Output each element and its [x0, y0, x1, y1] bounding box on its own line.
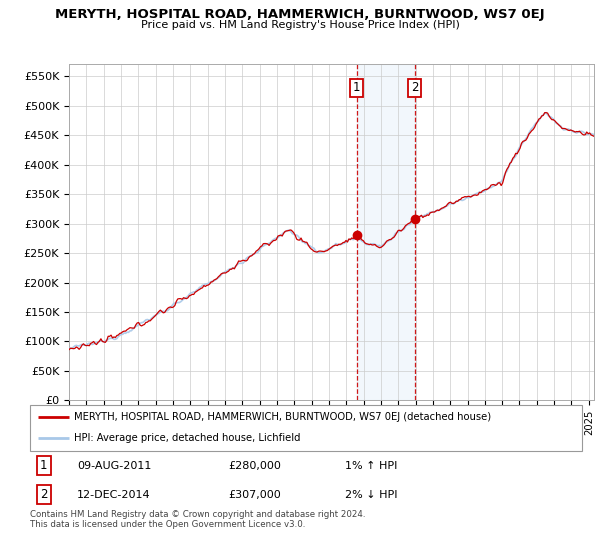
Text: £280,000: £280,000 [229, 461, 281, 471]
Text: 12-DEC-2014: 12-DEC-2014 [77, 489, 151, 500]
Bar [356, 64, 415, 400]
Text: 1: 1 [40, 459, 47, 472]
Text: HPI: Average price, detached house, Lichfield: HPI: Average price, detached house, Lich… [74, 433, 301, 444]
Text: 09-AUG-2011: 09-AUG-2011 [77, 461, 151, 471]
Text: MERYTH, HOSPITAL ROAD, HAMMERWICH, BURNTWOOD, WS7 0EJ: MERYTH, HOSPITAL ROAD, HAMMERWICH, BURNT… [55, 8, 545, 21]
Text: 2% ↓ HPI: 2% ↓ HPI [344, 489, 397, 500]
FancyBboxPatch shape [30, 405, 582, 451]
Text: Price paid vs. HM Land Registry's House Price Index (HPI): Price paid vs. HM Land Registry's House … [140, 20, 460, 30]
Text: 1% ↑ HPI: 1% ↑ HPI [344, 461, 397, 471]
Text: 2: 2 [40, 488, 47, 501]
Text: 1: 1 [353, 81, 361, 95]
Text: MERYTH, HOSPITAL ROAD, HAMMERWICH, BURNTWOOD, WS7 0EJ (detached house): MERYTH, HOSPITAL ROAD, HAMMERWICH, BURNT… [74, 412, 491, 422]
Text: £307,000: £307,000 [229, 489, 281, 500]
Text: 2: 2 [411, 81, 418, 95]
Text: Contains HM Land Registry data © Crown copyright and database right 2024.
This d: Contains HM Land Registry data © Crown c… [30, 510, 365, 529]
